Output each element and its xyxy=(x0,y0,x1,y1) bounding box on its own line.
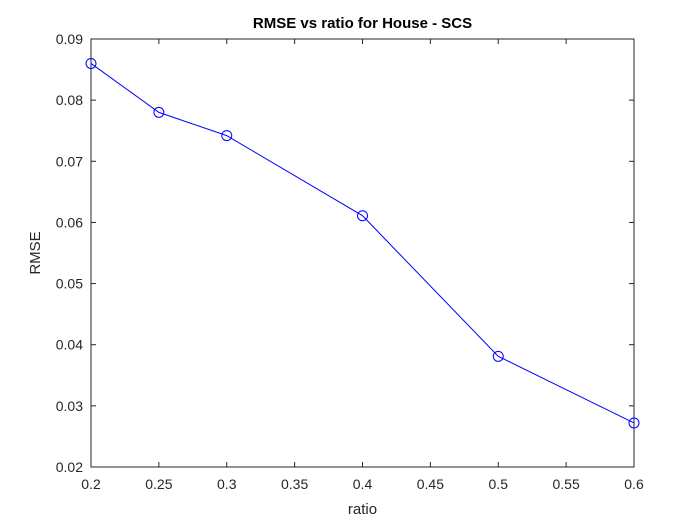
x-tick-label: 0.6 xyxy=(624,476,644,492)
y-tick-label: 0.02 xyxy=(56,459,83,475)
y-tick-label: 0.05 xyxy=(56,276,83,292)
y-axis-label: RMSE xyxy=(27,231,44,274)
x-tick-label: 0.5 xyxy=(489,476,509,492)
series-layer xyxy=(85,57,640,429)
series-line xyxy=(90,63,635,424)
x-tick-label: 0.2 xyxy=(81,476,101,492)
data-point-marker xyxy=(221,130,233,142)
data-point-marker xyxy=(357,210,368,222)
x-tick-label: 0.25 xyxy=(145,476,172,492)
chart-title: RMSE vs ratio for House - SCS xyxy=(253,15,472,32)
x-tick-label: 0.4 xyxy=(353,476,373,492)
y-axis-ticks: 0.02 0.03 0.04 0.05 0.06 0.07 0.08 0.09 xyxy=(56,31,634,475)
y-tick-label: 0.04 xyxy=(56,337,83,353)
data-point-marker xyxy=(85,57,97,69)
y-tick-label: 0.09 xyxy=(56,31,83,47)
x-tick-label: 0.35 xyxy=(281,476,308,492)
x-axis-label: ratio xyxy=(348,501,377,518)
x-tick-label: 0.3 xyxy=(217,476,237,492)
y-tick-label: 0.07 xyxy=(56,153,83,169)
data-point-marker xyxy=(492,350,504,362)
data-point-marker xyxy=(628,417,640,429)
y-tick-label: 0.06 xyxy=(56,214,83,230)
plot-area xyxy=(90,38,635,468)
data-point-marker xyxy=(153,106,165,118)
x-axis-ticks: 0.2 0.25 0.3 0.35 0.4 0.45 0.5 0.55 0.6 xyxy=(81,39,644,492)
y-tick-label: 0.03 xyxy=(56,398,83,414)
y-tick-label: 0.08 xyxy=(56,92,83,108)
x-tick-label: 0.55 xyxy=(553,476,580,492)
x-tick-label: 0.45 xyxy=(417,476,444,492)
